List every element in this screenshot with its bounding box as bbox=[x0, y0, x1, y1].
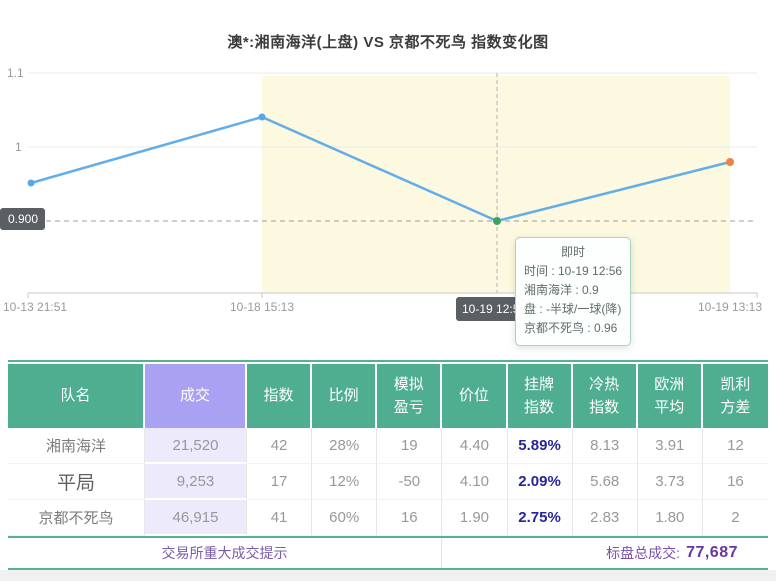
index-chart-card: 澳*:湘南海洋(上盘) VS 京都不死鸟 指数变化图 1.1 1 0.900 1… bbox=[0, 0, 776, 352]
index-line-series bbox=[29, 115, 732, 223]
data-point-2[interactable] bbox=[258, 113, 266, 121]
data-point-highlighted[interactable] bbox=[493, 217, 501, 225]
y-axis-tick-1-0: 1 bbox=[15, 140, 22, 154]
cell-list-index: 2.75% bbox=[507, 500, 573, 536]
tooltip-line-home: 湘南海洋 : 0.9 bbox=[524, 283, 599, 297]
cell-euro-avg: 3.73 bbox=[637, 464, 703, 500]
cell-price: 4.10 bbox=[442, 464, 508, 500]
cell-euro-avg: 1.80 bbox=[637, 500, 703, 536]
cell-list-index: 2.09% bbox=[507, 464, 573, 500]
index-line-chart[interactable] bbox=[0, 0, 776, 352]
cell-hot-index: 5.68 bbox=[572, 464, 638, 500]
cell-index: 17 bbox=[247, 464, 313, 500]
tooltip-line-time: 时间 : 10-19 12:56 bbox=[524, 264, 623, 278]
data-point-latest[interactable] bbox=[726, 158, 734, 166]
cell-hot-index: 8.13 bbox=[572, 428, 638, 464]
chart-tooltip: 即时 时间 : 10-19 12:56 湘南海洋 : 0.9 盘 : -半球/一… bbox=[515, 237, 632, 346]
header-team: 队名 bbox=[8, 364, 145, 428]
cell-volume: 9,253 bbox=[145, 464, 247, 500]
cell-team: 平局 bbox=[8, 464, 145, 500]
header-ratio: 比例 bbox=[312, 364, 378, 428]
chart-title: 澳*:湘南海洋(上盘) VS 京都不死鸟 指数变化图 bbox=[227, 34, 549, 51]
cell-hot-index: 2.83 bbox=[572, 500, 638, 536]
cell-sim-pl: -50 bbox=[377, 464, 443, 500]
tooltip-title: 即时 bbox=[561, 245, 586, 259]
header-sim-pl: 模拟盈亏 bbox=[377, 364, 443, 428]
cell-ratio: 60% bbox=[312, 500, 378, 536]
x-axis-tick-1: 10-13 21:51 bbox=[3, 300, 68, 314]
odds-table: 队名 成交 指数 比例 模拟盈亏 价位 挂牌指数 冷热指数 欧洲平均 凯利方差 … bbox=[8, 360, 768, 570]
y-axis-tick-1-1: 1.1 bbox=[7, 66, 24, 80]
header-euro-avg: 欧洲平均 bbox=[637, 364, 703, 428]
x-axis-tick-4: 10-19 13:13 bbox=[697, 300, 763, 314]
total-volume-value: 77,687 bbox=[686, 544, 738, 561]
tooltip-line-away: 京都不死鸟 : 0.96 bbox=[524, 321, 618, 335]
header-list-index: 挂牌指数 bbox=[507, 364, 573, 428]
cell-kelly-var: 16 bbox=[702, 464, 768, 500]
cell-kelly-var: 2 bbox=[702, 500, 768, 536]
cell-index: 42 bbox=[247, 428, 313, 464]
table-row-home: 湘南海洋 21,520 42 28% 19 4.40 5.89% 8.13 3.… bbox=[8, 428, 768, 464]
cell-index: 41 bbox=[247, 500, 313, 536]
cell-ratio: 28% bbox=[312, 428, 378, 464]
cell-team: 湘南海洋 bbox=[8, 428, 145, 464]
header-price: 价位 bbox=[442, 364, 508, 428]
table-row-draw: 平局 9,253 17 12% -50 4.10 2.09% 5.68 3.73… bbox=[8, 464, 768, 500]
y-axis-value-badge: 0.900 bbox=[0, 208, 46, 230]
cell-sim-pl: 19 bbox=[377, 428, 443, 464]
table-row-away: 京都不死鸟 46,915 41 60% 16 1.90 2.75% 2.83 1… bbox=[8, 500, 768, 536]
header-volume: 成交 bbox=[145, 364, 247, 428]
tooltip-line-handicap: 盘 : -半球/一球(降) bbox=[524, 302, 622, 316]
table-header-row: 队名 成交 指数 比例 模拟盈亏 价位 挂牌指数 冷热指数 欧洲平均 凯利方差 bbox=[8, 364, 768, 428]
cell-price: 1.90 bbox=[442, 500, 508, 536]
bottom-strip bbox=[0, 570, 776, 581]
cell-ratio: 12% bbox=[312, 464, 378, 500]
data-point-1[interactable] bbox=[27, 179, 35, 187]
cell-volume: 46,915 bbox=[145, 500, 247, 536]
cell-team: 京都不死鸟 bbox=[8, 500, 145, 536]
highlight-band bbox=[262, 76, 730, 293]
table-footer: 交易所重大成交提示 标盘总成交: 77,687 bbox=[8, 536, 768, 570]
cell-kelly-var: 12 bbox=[702, 428, 768, 464]
header-kelly-var: 凯利方差 bbox=[702, 364, 768, 428]
header-index: 指数 bbox=[247, 364, 313, 428]
cell-euro-avg: 3.91 bbox=[637, 428, 703, 464]
cell-sim-pl: 16 bbox=[377, 500, 443, 536]
cell-volume: 21,520 bbox=[145, 428, 247, 464]
exchange-notice-link[interactable]: 交易所重大成交提示 bbox=[8, 538, 442, 568]
total-volume-label: 标盘总成交: bbox=[606, 545, 681, 561]
cell-list-index: 5.89% bbox=[507, 428, 573, 464]
header-hot-index: 冷热指数 bbox=[572, 364, 638, 428]
x-axis-tick-2: 10-18 15:13 bbox=[229, 300, 295, 314]
total-volume: 标盘总成交: 77,687 bbox=[442, 538, 768, 568]
cell-price: 4.40 bbox=[442, 428, 508, 464]
